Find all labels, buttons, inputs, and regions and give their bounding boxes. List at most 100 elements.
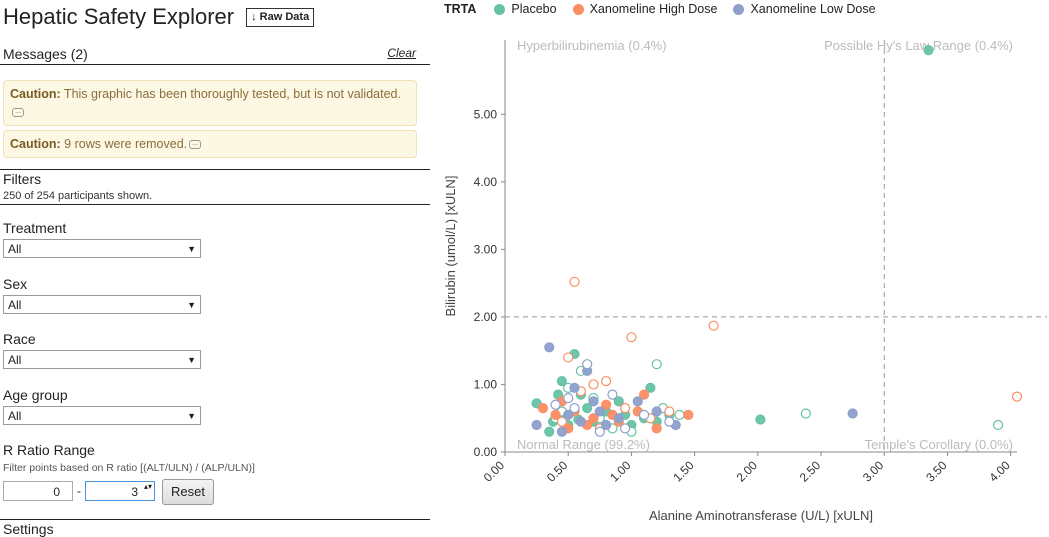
race-select[interactable]: All ▼ (3, 350, 201, 369)
data-point (569, 402, 580, 414)
data-point (569, 276, 580, 287)
y-tick-label: 5.00 (474, 107, 498, 121)
r-ratio-max-input[interactable]: 3 ▴▾ (85, 481, 155, 501)
participants-summary: 250 of 254 participants shown. (3, 190, 153, 202)
messages-heading: Messages (2) (3, 46, 88, 62)
data-point (550, 399, 561, 410)
sex-label: Sex (3, 276, 28, 292)
data-point (537, 402, 549, 414)
legend-label-high-dose[interactable]: Xanomeline High Dose (589, 2, 718, 16)
data-point (601, 399, 612, 410)
data-point (1011, 391, 1023, 402)
data-point (575, 416, 586, 427)
data-point (708, 320, 719, 331)
r-ratio-label: R Ratio Range (3, 442, 95, 458)
legend-swatch-low-dose (733, 3, 745, 15)
raw-data-button[interactable]: ↓ Raw Data (246, 7, 315, 27)
message-caution-2: Caution: 9 rows were removed.... (3, 130, 417, 158)
data-point (613, 413, 624, 424)
data-point (664, 406, 675, 417)
settings-divider (0, 519, 430, 520)
x-axis-label: Alanine Aminotransferase (U/L) [xULN] (649, 508, 873, 523)
data-point (544, 426, 555, 437)
x-tick-label: 2.00 (734, 458, 761, 485)
data-point (582, 402, 593, 414)
y-tick-label: 4.00 (474, 175, 498, 189)
x-tick-label: 1.00 (607, 458, 634, 485)
chevron-down-icon: ▼ (187, 355, 196, 365)
x-tick-label: 3.50 (923, 458, 950, 485)
select-value: All (8, 298, 22, 312)
data-point (594, 426, 605, 437)
scatter-chart: 0.00 1.00 2.00 3.00 4.00 5.00 0.00 0.50 1.00 1.50… (443, 38, 1047, 523)
data-point (651, 423, 662, 434)
data-point (563, 352, 574, 363)
y-tick-label: 3.00 (474, 242, 498, 256)
age-group-select[interactable]: All ▼ (3, 406, 201, 425)
data-point (632, 396, 643, 407)
sex-select[interactable]: All ▼ (3, 295, 201, 314)
legend-swatch-placebo (494, 3, 506, 15)
data-point (607, 389, 618, 400)
data-point (601, 375, 612, 387)
data-point (638, 409, 650, 420)
legend-swatch-high-dose (572, 3, 584, 15)
select-value: All (8, 242, 22, 256)
filters-divider (0, 204, 430, 205)
spinner-icon[interactable]: ▴▾ (144, 482, 153, 491)
y-axis-label: Bilirubin (umol/L) [xULN] (443, 176, 458, 317)
x-tick-label: 2.50 (797, 458, 824, 485)
data-point (550, 409, 561, 420)
chevron-down-icon: ▼ (187, 244, 196, 254)
data-point (664, 416, 675, 427)
y-tick-label: 1.00 (474, 377, 498, 391)
chevron-down-icon: ▼ (187, 411, 196, 421)
data-point (556, 416, 567, 427)
message-caution-1: Caution: This graphic has been thoroughl… (3, 80, 417, 126)
data-point (563, 392, 574, 404)
data-point (556, 426, 567, 437)
legend-title: TRTA (444, 2, 477, 16)
data-point (992, 419, 1004, 431)
race-label: Race (3, 331, 36, 347)
legend-label-low-dose[interactable]: Xanomeline Low Dose (750, 2, 876, 16)
data-point (613, 396, 624, 407)
age-group-label: Age group (3, 387, 68, 403)
data-point (544, 342, 555, 353)
data-point (683, 409, 694, 420)
treatment-select[interactable]: All ▼ (3, 239, 201, 258)
data-point (755, 414, 766, 425)
legend: TRTA Placebo Xanomeline High Dose Xanome… (444, 2, 876, 16)
data-point (563, 409, 574, 420)
message-prefix: Caution: (10, 137, 61, 151)
chevron-down-icon: ▼ (187, 300, 196, 310)
quadrant-label: Normal Range (99.2%) (517, 437, 650, 452)
data-point (588, 413, 599, 424)
data-point (582, 359, 593, 370)
data-point (800, 408, 811, 419)
filters-heading: Filters (3, 171, 42, 187)
data-point (588, 379, 599, 390)
title-row: Hepatic Safety Explorer ↓ Raw Data (3, 4, 315, 30)
data-point (651, 359, 662, 370)
app-title: Hepatic Safety Explorer (3, 4, 235, 29)
x-tick-label: 1.50 (670, 458, 697, 485)
reset-button[interactable]: Reset (162, 479, 214, 505)
x-tick-label: 4.00 (986, 458, 1013, 485)
clear-messages-link[interactable]: Clear (387, 46, 416, 60)
data-point (569, 382, 580, 393)
expand-message-icon[interactable]: ... (12, 108, 24, 118)
data-point (638, 389, 650, 400)
select-value: All (8, 409, 22, 423)
legend-label-placebo[interactable]: Placebo (511, 2, 557, 16)
data-point (556, 375, 567, 387)
y-tick-label: 2.00 (474, 310, 498, 324)
expand-message-icon[interactable]: ... (189, 140, 202, 150)
settings-heading: Settings (3, 521, 54, 537)
data-point (601, 419, 612, 431)
data-point (619, 423, 631, 434)
data-point (674, 409, 685, 420)
x-tick-label: 0.00 (481, 458, 508, 485)
r-ratio-min-input[interactable]: 0 (3, 481, 73, 501)
message-prefix: Caution: (10, 87, 61, 101)
